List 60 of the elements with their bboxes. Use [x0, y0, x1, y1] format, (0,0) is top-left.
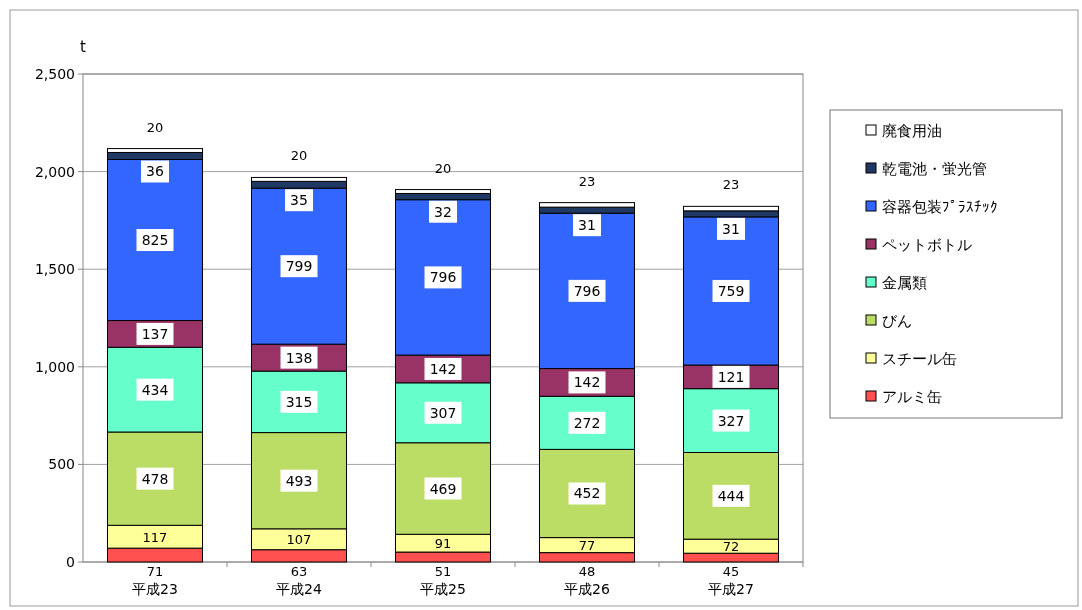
data-label: 72 — [722, 539, 740, 555]
data-label: 31 — [578, 217, 596, 234]
data-label: 31 — [722, 220, 740, 237]
data-label: 327 — [717, 412, 745, 429]
data-label: 493 — [285, 472, 313, 489]
data-label: 48 — [578, 564, 596, 579]
data-label: 759 — [717, 282, 745, 299]
data-label: 137 — [141, 325, 169, 342]
data-label: 307 — [429, 404, 457, 421]
data-label: 142 — [429, 360, 457, 377]
y-tick-label: 0 — [66, 554, 75, 570]
data-label: 35 — [290, 192, 308, 209]
data-label: 469 — [429, 480, 457, 497]
x-tick-label: 平成27 — [708, 581, 754, 597]
legend-label: 乾電池・蛍光管 — [882, 160, 987, 178]
data-label: 272 — [573, 414, 601, 431]
data-label: 45 — [722, 564, 740, 579]
data-label: 32 — [434, 203, 452, 220]
data-label: 36 — [146, 163, 164, 180]
data-label: 91 — [434, 536, 452, 552]
data-label: 142 — [573, 374, 601, 391]
data-label: 23 — [722, 177, 740, 193]
data-label: 51 — [434, 564, 452, 579]
data-label: 799 — [285, 258, 313, 275]
data-label: 107 — [286, 532, 312, 548]
y-tick-label: 1,500 — [34, 261, 75, 278]
legend-label: スチール缶 — [882, 350, 957, 368]
data-label: 138 — [285, 349, 313, 366]
data-label: 478 — [141, 470, 169, 487]
y-tick-label: 2,000 — [34, 163, 75, 180]
data-label: 71 — [146, 564, 164, 579]
legend-label: 金属類 — [882, 274, 927, 292]
data-label: 796 — [429, 269, 457, 286]
data-label: 20 — [146, 119, 164, 135]
legend-label: ペットボトル — [882, 236, 972, 254]
y-tick-label: 2,500 — [34, 66, 75, 82]
x-tick-label: 平成25 — [420, 581, 466, 597]
data-label: 77 — [578, 538, 596, 554]
data-label: 825 — [141, 232, 169, 249]
data-label: 315 — [285, 393, 313, 410]
y-tick-label: 500 — [48, 456, 75, 473]
x-tick-label: 平成24 — [276, 581, 322, 597]
x-tick-label: 平成26 — [564, 581, 610, 597]
data-label: 434 — [141, 381, 169, 398]
legend-label: 容器包装ﾌﾟﾗｽﾁｯｸ — [882, 198, 998, 216]
legend-label: びん — [882, 312, 912, 330]
x-tick-label: 平成23 — [132, 581, 178, 597]
data-label: 63 — [290, 564, 308, 579]
data-label: 121 — [717, 368, 745, 385]
data-label: 452 — [573, 485, 601, 502]
legend-label: アルミ缶 — [882, 388, 942, 406]
data-label: 23 — [578, 173, 596, 189]
data-label: 796 — [573, 282, 601, 299]
data-label: 20 — [290, 148, 308, 164]
y-axis-title: t — [80, 38, 87, 56]
data-label: 117 — [142, 529, 168, 545]
data-label: 444 — [717, 487, 745, 504]
data-label: 20 — [434, 160, 452, 176]
y-tick-label: 1,000 — [34, 358, 75, 375]
legend-label: 廃食用油 — [882, 122, 942, 140]
